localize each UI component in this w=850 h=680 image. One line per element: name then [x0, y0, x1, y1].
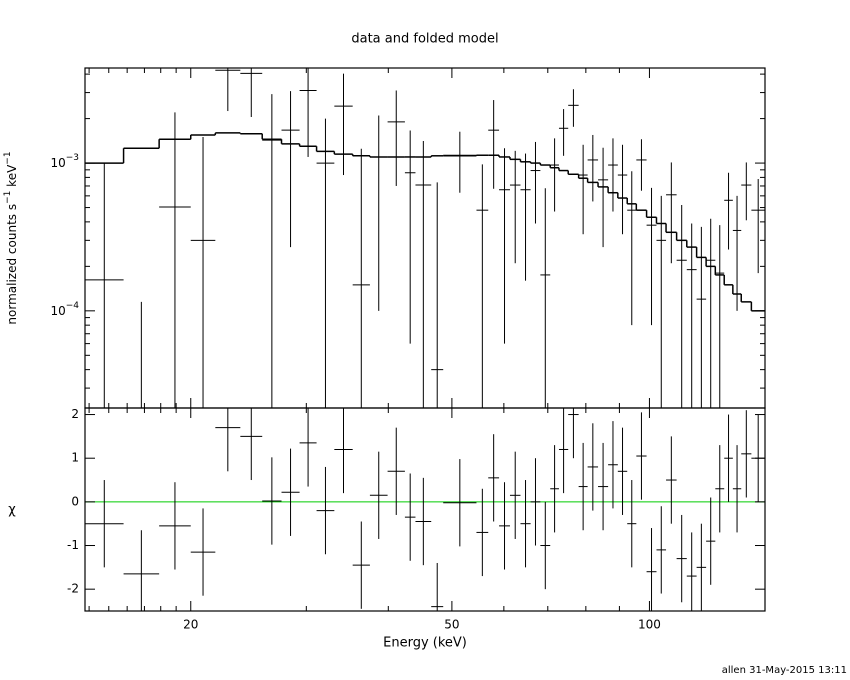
y-tick-label: 1	[71, 451, 79, 465]
tick-exponent: −4	[66, 300, 80, 310]
y-axis-label: normalized counts s−1 keV−1	[3, 151, 19, 324]
x-tick-label: 20	[183, 618, 198, 632]
x-axis-label: Energy (keV)	[383, 636, 467, 651]
label-exponent: −1	[3, 151, 13, 164]
tick-base: 10	[50, 156, 65, 170]
x-tick-label: 50	[444, 618, 459, 632]
y-tick-label: 0	[71, 494, 79, 508]
y-tick-label: 10−3	[50, 153, 79, 170]
x-tick-label: 100	[638, 618, 661, 632]
label-exponent: −1	[3, 191, 13, 204]
y-tick-label: 10−4	[50, 300, 79, 317]
plot-area	[85, 68, 765, 408]
label-text: keV	[5, 164, 19, 191]
tick-base: 10	[50, 303, 65, 317]
plot-area	[85, 408, 765, 611]
frame	[84, 67, 766, 409]
footer: allen 31-May-2015 13:11	[722, 665, 847, 676]
y-tick-label: 2	[71, 407, 79, 421]
chart-title: data and folded model	[351, 32, 498, 47]
y-axis-label: χ	[8, 503, 16, 518]
y-tick-label: -2	[67, 582, 79, 596]
frame	[84, 407, 766, 612]
tick-exponent: −3	[66, 153, 79, 163]
label-text: normalized counts s	[5, 204, 19, 325]
y-tick-label: -1	[67, 538, 79, 552]
